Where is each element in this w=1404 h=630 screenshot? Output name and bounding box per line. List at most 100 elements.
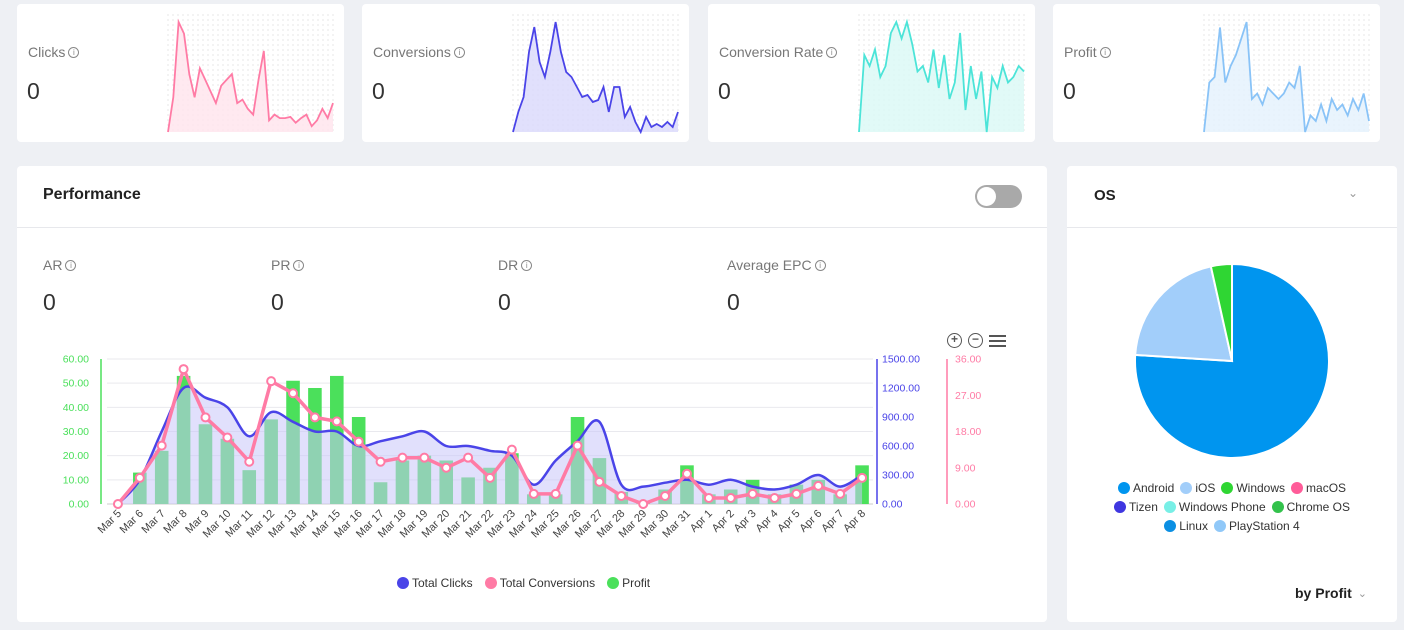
legend-label: Tizen	[1129, 500, 1158, 514]
point-total-conversions	[616, 490, 627, 501]
performance-chart: 0.00 10.00 20.00 30.00 40.00 50.00 60.00 0.00 30…	[63, 354, 982, 541]
kpi-value: 0	[1063, 78, 1076, 104]
legend-item-total-conversions[interactable]: Total Conversions	[484, 576, 596, 590]
os-card: OS ⌄ Android iOS Windows macOS Tizen Windows …	[1067, 166, 1397, 622]
performance-toggle[interactable]	[975, 185, 1022, 208]
legend-item-windows-phone[interactable]: Windows Phone	[1163, 500, 1266, 514]
legend-item-tizen[interactable]: Tizen	[1114, 500, 1158, 514]
info-icon[interactable]: i	[65, 259, 77, 271]
legend-label: Total Conversions	[499, 576, 596, 590]
sparkline	[512, 14, 679, 134]
menu-icon[interactable]	[989, 334, 1006, 347]
point-total-conversions	[266, 376, 277, 387]
legend-label: Profit	[622, 576, 651, 590]
point-total-conversions	[725, 492, 736, 503]
point-total-conversions	[178, 364, 189, 375]
info-icon[interactable]: i	[814, 259, 826, 271]
metric-label-ar: AR i	[43, 257, 77, 273]
kpi-card-clicks: Clicks i 0	[17, 4, 344, 142]
legend-label: Total Clicks	[412, 576, 473, 590]
point-total-conversions	[134, 472, 145, 483]
kpi-title: Conversion Rate i	[719, 44, 838, 60]
point-total-conversions	[200, 412, 211, 423]
sparkline-area	[513, 22, 678, 132]
legend-row: Android iOS Windows macOS	[1067, 481, 1397, 495]
legend-item-profit[interactable]: Profit	[607, 576, 650, 590]
kpi-title: Profit i	[1064, 44, 1111, 60]
x-tick-label: Apr 1	[688, 508, 715, 535]
metric-label-text: PR	[271, 257, 291, 273]
point-total-conversions	[572, 440, 583, 451]
kpi-title: Conversions i	[373, 44, 465, 60]
divider	[17, 227, 1047, 228]
info-icon[interactable]: i	[68, 46, 80, 58]
toggle-knob	[977, 187, 996, 206]
legend-item-android[interactable]: Android	[1117, 481, 1174, 495]
legend-item-macos[interactable]: macOS	[1291, 481, 1346, 495]
point-total-conversions	[594, 476, 605, 487]
point-total-conversions	[747, 488, 758, 499]
legend-item-ios[interactable]: iOS	[1180, 481, 1215, 495]
info-icon[interactable]: i	[521, 259, 533, 271]
pie-slice-windows	[1209, 262, 1233, 362]
point-total-conversions	[528, 488, 539, 499]
point-total-conversions	[660, 490, 671, 501]
point-total-conversions	[397, 452, 408, 463]
x-tick-label: Mar 5	[96, 508, 124, 536]
x-tick-label: Apr 2	[710, 508, 737, 535]
point-total-conversions	[681, 468, 692, 479]
y-tick-label: 30.00	[63, 426, 89, 438]
info-icon[interactable]: i	[1099, 46, 1111, 58]
y2-tick-label: 1500.00	[882, 354, 920, 366]
legend-item-total-clicks[interactable]: Total Clicks	[397, 576, 473, 590]
y3-tick-label: 36.00	[955, 354, 981, 366]
chevron-down-icon[interactable]: ⌄	[1348, 186, 1359, 200]
point-total-conversions	[638, 499, 649, 509]
y-tick-label: 40.00	[63, 402, 89, 414]
zoom-out-icon[interactable]: −	[968, 333, 983, 348]
y3-tick-label: 0.00	[955, 499, 976, 511]
y-tick-label: 20.00	[63, 450, 89, 462]
kpi-title-text: Clicks	[28, 44, 66, 60]
legend-item-windows[interactable]: Windows	[1221, 481, 1285, 495]
os-pie-chart	[1134, 262, 1330, 459]
sort-by-profit-dropdown[interactable]: by Profit ⌄	[1295, 585, 1367, 601]
y2-tick-label: 0.00	[882, 499, 903, 511]
metric-value-ar: 0	[43, 289, 56, 315]
area-total-clicks	[117, 386, 863, 504]
metric-label-text: Average EPC	[727, 257, 812, 273]
kpi-title-text: Conversions	[373, 44, 451, 60]
kpi-title: Clicks i	[28, 44, 80, 60]
legend-item-chrome-os[interactable]: Chrome OS	[1271, 500, 1350, 514]
legend-item-linux[interactable]: Linux	[1164, 519, 1208, 533]
performance-title: Performance	[43, 186, 141, 203]
point-total-conversions	[375, 456, 386, 467]
point-total-conversions	[835, 488, 846, 499]
legend-item-playstation-4[interactable]: PlayStation 4	[1213, 519, 1300, 533]
info-icon[interactable]: i	[293, 259, 305, 271]
y2-tick-label: 900.00	[882, 412, 914, 424]
kpi-card-conversions: Conversions i 0	[362, 4, 689, 142]
info-icon[interactable]: i	[826, 46, 838, 58]
x-tick-label: Mar 6	[118, 508, 146, 536]
sort-label: by Profit	[1295, 585, 1352, 601]
point-total-conversions	[813, 480, 824, 491]
x-tick-label: Apr 3	[732, 508, 759, 535]
y-tick-label: 50.00	[63, 378, 89, 390]
x-tick-label: Apr 8	[841, 508, 868, 535]
kpi-value: 0	[372, 78, 385, 104]
point-total-conversions	[703, 492, 714, 503]
x-tick-label: Apr 7	[819, 508, 846, 535]
x-tick-label: Apr 6	[797, 508, 824, 535]
point-total-conversions	[309, 412, 320, 423]
legend-label: Windows	[1236, 481, 1286, 495]
point-total-conversions	[288, 388, 299, 399]
sparkline-line	[858, 18, 1025, 133]
zoom-in-icon[interactable]: +	[947, 333, 962, 348]
point-total-conversions	[506, 444, 517, 455]
kpi-card-conversion-rate: Conversion Rate i 0	[708, 4, 1035, 142]
y-tick-label: 0.00	[69, 499, 90, 511]
legend-label: Windows Phone	[1178, 500, 1266, 514]
info-icon[interactable]: i	[453, 46, 465, 58]
x-tick-label: Mar 7	[139, 508, 167, 536]
